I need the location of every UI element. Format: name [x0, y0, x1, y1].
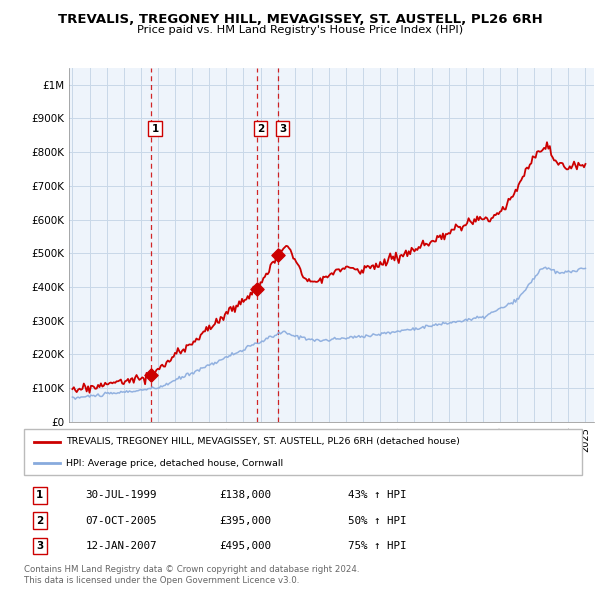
Text: 2: 2: [257, 123, 265, 133]
Text: £395,000: £395,000: [220, 516, 271, 526]
FancyBboxPatch shape: [24, 429, 582, 475]
Text: 1: 1: [151, 123, 158, 133]
Text: Contains HM Land Registry data © Crown copyright and database right 2024.
This d: Contains HM Land Registry data © Crown c…: [24, 565, 359, 585]
Text: £495,000: £495,000: [220, 541, 271, 551]
Text: 43% ↑ HPI: 43% ↑ HPI: [347, 490, 406, 500]
Text: 1: 1: [36, 490, 43, 500]
Text: TREVALIS, TREGONEY HILL, MEVAGISSEY, ST. AUSTELL, PL26 6RH (detached house): TREVALIS, TREGONEY HILL, MEVAGISSEY, ST.…: [66, 437, 460, 446]
Text: 2: 2: [36, 516, 43, 526]
Text: HPI: Average price, detached house, Cornwall: HPI: Average price, detached house, Corn…: [66, 459, 283, 468]
Point: [252, 284, 262, 293]
Text: 07-OCT-2005: 07-OCT-2005: [85, 516, 157, 526]
Text: 50% ↑ HPI: 50% ↑ HPI: [347, 516, 406, 526]
Text: TREVALIS, TREGONEY HILL, MEVAGISSEY, ST. AUSTELL, PL26 6RH: TREVALIS, TREGONEY HILL, MEVAGISSEY, ST.…: [58, 13, 542, 26]
Text: 30-JUL-1999: 30-JUL-1999: [85, 490, 157, 500]
Text: Price paid vs. HM Land Registry's House Price Index (HPI): Price paid vs. HM Land Registry's House …: [137, 25, 463, 35]
Text: 12-JAN-2007: 12-JAN-2007: [85, 541, 157, 551]
Text: 3: 3: [279, 123, 286, 133]
Text: 3: 3: [36, 541, 43, 551]
Text: 75% ↑ HPI: 75% ↑ HPI: [347, 541, 406, 551]
Text: £138,000: £138,000: [220, 490, 271, 500]
Point: [146, 371, 155, 380]
Point: [274, 250, 283, 260]
